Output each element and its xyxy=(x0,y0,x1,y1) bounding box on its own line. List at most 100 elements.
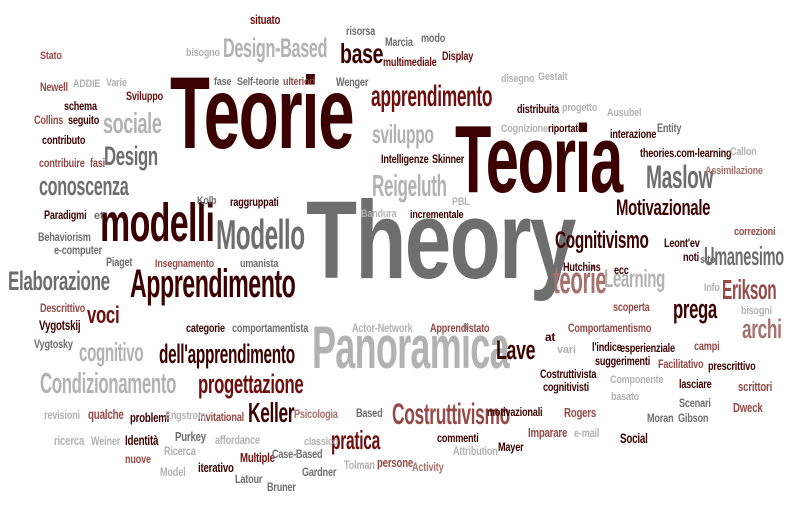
word-gestalt: Gestalt xyxy=(538,71,568,83)
word-psicologia: Psicologia xyxy=(294,407,338,421)
word-case-based: Case-Based xyxy=(272,447,323,461)
word-umanista: umanista xyxy=(240,258,279,270)
word-maslow: Maslow xyxy=(646,159,714,195)
word-l-indice: l'indice xyxy=(592,340,622,354)
word-revisioni: revisioni xyxy=(44,408,80,422)
word-bisogni: bisogni xyxy=(741,305,772,317)
word-sviluppo: sviluppo xyxy=(372,119,434,149)
word-piaget: Piaget xyxy=(106,255,133,269)
word-conoscenza: conoscenza xyxy=(39,171,129,201)
word-incrementale: incrementale xyxy=(410,209,464,221)
word-mayer: Mayer xyxy=(498,440,524,454)
word-descrittivo: Descrittivo xyxy=(40,301,86,315)
word-sociale: sociale xyxy=(103,108,162,140)
word-progetto: progetto xyxy=(562,102,598,114)
word-entity: Entity xyxy=(657,121,682,135)
word-e-computer: e-computer xyxy=(54,243,102,257)
word-ricerca-2: Ricerca xyxy=(164,444,196,458)
word-assimilazione: Assimilazione xyxy=(705,165,763,177)
word-dweck: Dweck xyxy=(733,400,763,415)
word-classico: classico xyxy=(304,436,339,448)
word-attribution: Attribution xyxy=(453,444,498,458)
word-newell: Newell xyxy=(40,80,68,94)
word-cognitivisti: cognitivisti xyxy=(543,380,589,394)
word-qualche: qualche xyxy=(88,406,124,422)
word-behaviorism: Behaviorism xyxy=(38,230,91,244)
word-teorie: Teorie xyxy=(170,56,355,170)
word-basato: basato xyxy=(611,391,639,403)
word-apprendimento-big: Apprendimento xyxy=(130,262,296,306)
word-bruner: Bruner xyxy=(267,480,296,494)
word-risorsa: risorsa xyxy=(346,24,376,38)
word-pbl: PBL xyxy=(452,196,470,208)
word-apprendimento: apprendimento xyxy=(371,80,493,113)
word-ricerca: ricerca xyxy=(54,433,85,448)
word-comportamentismo: Comportamentismo xyxy=(568,321,652,335)
word-correzioni: correzioni xyxy=(734,226,776,238)
word-purkey: Purkey xyxy=(175,429,206,444)
word-iterativo: iterativo xyxy=(198,460,234,475)
word-actor-network: Actor-Network xyxy=(352,321,413,335)
word-identita: Identità xyxy=(125,432,159,448)
word-lave: Lave xyxy=(496,335,536,365)
word-sito: sito xyxy=(700,254,716,266)
word-affordance: affordance xyxy=(215,433,260,447)
word-categorie: categorie xyxy=(186,321,225,335)
word-imparare: Imparare xyxy=(528,425,568,440)
word-multiple: Multiple xyxy=(240,450,275,465)
word-noti: noti xyxy=(683,250,699,264)
word-fase: fase xyxy=(214,76,232,88)
word-contribuire: contribuire xyxy=(39,156,85,170)
word-costruttivismo: Costruttivismo xyxy=(392,398,510,431)
word-bandura: Bandura xyxy=(361,208,397,220)
word-commenti: commenti xyxy=(437,431,479,445)
word-problemi: problemi xyxy=(130,410,170,425)
word-activity: Activity xyxy=(412,460,444,474)
word-archi: archi xyxy=(742,314,782,344)
word-contributo: contributo xyxy=(42,133,86,147)
word-costruttivista: Costruttivista xyxy=(540,367,597,381)
word-keller: Keller xyxy=(248,397,295,428)
word-modello: Modello xyxy=(216,211,305,258)
word-dell-apprendimento: dell'apprendimento xyxy=(159,339,295,369)
word-leontev: Leont'ev xyxy=(664,236,700,250)
word-rogers: Rogers xyxy=(564,405,596,420)
word-model: Model xyxy=(160,465,186,479)
word-teorie-small: teorie xyxy=(553,260,607,302)
word-cognitivo: cognitivo xyxy=(79,337,144,367)
word-tolman: Tolman xyxy=(344,458,375,472)
word-erikson: Erikson xyxy=(722,274,777,305)
word-sviluppo-small: Sviluppo xyxy=(126,89,164,103)
word-gardner: Gardner xyxy=(302,465,337,479)
word-base: base xyxy=(340,38,384,69)
word-skinner: Skinner xyxy=(432,152,465,166)
word-scenari: Scenari xyxy=(679,396,711,410)
word-cognitivismo: Cognitivismo xyxy=(555,227,649,254)
word-callon: Callon xyxy=(730,146,757,158)
word-ulteriori: ulteriori xyxy=(283,76,315,88)
word-voci: voci xyxy=(87,302,120,329)
word-reigeluth: Reigeluth xyxy=(372,168,447,203)
word-social: Social xyxy=(620,430,648,446)
word-multimediale: multimediale xyxy=(383,55,437,69)
word-gibson: Gibson xyxy=(678,411,709,425)
word-progettazione: progettazione xyxy=(198,369,304,399)
word-fasi: fasi xyxy=(90,156,105,170)
word-paradigmi: Paradigmi xyxy=(44,208,87,222)
word-riportato: riportato xyxy=(548,123,584,135)
word-theories-com-learning: theories.com-learning xyxy=(640,146,732,160)
word-e-mail: e-mail xyxy=(574,426,600,440)
word-hutchins: Hutchins xyxy=(563,260,601,274)
word-intelligenze: Intelligenze xyxy=(381,152,429,166)
word-vygotskij: Vygotskij xyxy=(39,317,81,333)
word-learning: Learning xyxy=(604,265,665,293)
word-pratica: pratica xyxy=(331,425,380,455)
word-motivazionale: Motivazionale xyxy=(616,195,711,220)
word-componente: Componente xyxy=(610,374,664,386)
word-seguito: seguito xyxy=(68,113,100,127)
word-modo: modo xyxy=(421,31,446,45)
word-umanesimo: Umanesimo xyxy=(704,241,784,271)
word-campi: campi xyxy=(694,339,720,353)
word-lasciare: lasciare xyxy=(679,377,712,391)
word-condizionamento: Condizionamento xyxy=(40,368,177,400)
